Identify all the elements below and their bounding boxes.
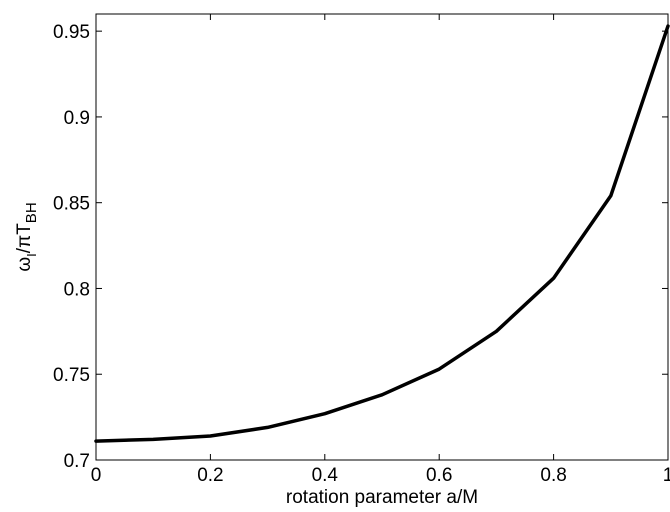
y-tick-label: 0.95 (53, 22, 90, 43)
x-tick-label: 0.8 (540, 465, 566, 486)
y-label-omega: ω (14, 257, 35, 272)
x-axis-label: rotation parameter a/M (286, 487, 478, 508)
x-tick-label: 0.4 (312, 465, 339, 486)
y-tick-label: 0.7 (64, 451, 90, 472)
tick-labels-layer: 0 0.2 0.4 0.6 0.8 1 0.7 0.75 0.8 0.85 0.9 0.95 (53, 22, 670, 486)
plot-frame (95, 13, 669, 461)
x-tick-label: 0 (91, 465, 102, 486)
x-tick-label: 0.2 (197, 465, 223, 486)
y-tick-label: 0.9 (64, 108, 90, 129)
y-axis-label: ωI/πTBH (14, 202, 40, 271)
y-label-omega-sub: I (24, 253, 39, 257)
y-tick-label: 0.75 (53, 365, 90, 386)
x-tick-label: 0.6 (426, 465, 452, 486)
y-label-pi-t: /πT (14, 223, 35, 253)
series-line (94, 24, 670, 443)
y-tick-label: 0.85 (53, 194, 90, 215)
y-label-t-sub: BH (23, 202, 40, 223)
y-tick-label: 0.8 (64, 279, 90, 300)
x-tick-label: 1 (663, 465, 670, 486)
